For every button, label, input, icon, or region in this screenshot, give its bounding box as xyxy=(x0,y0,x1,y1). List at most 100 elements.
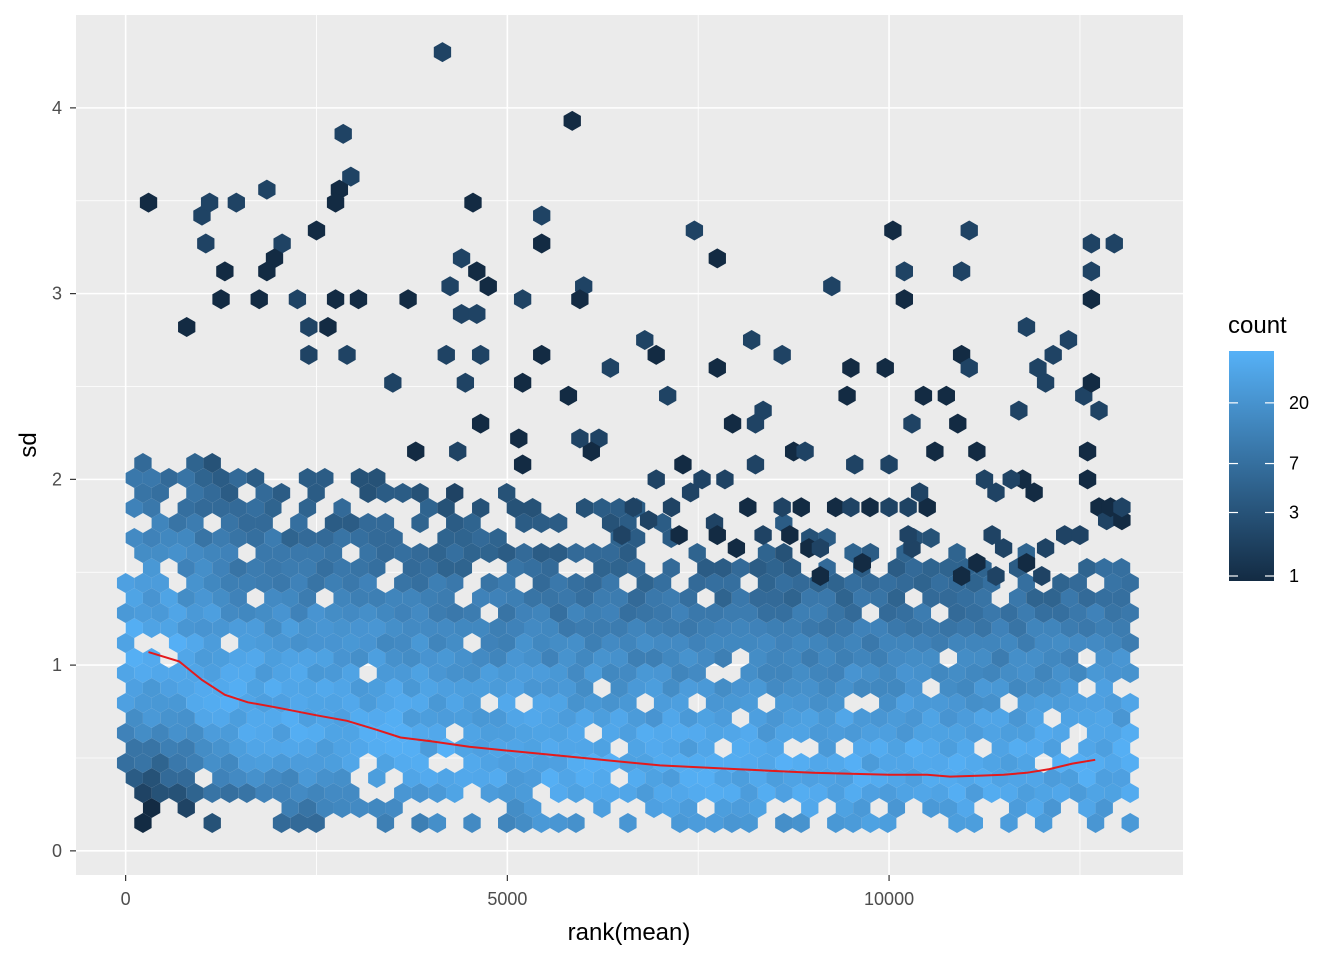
hex-bin xyxy=(931,572,949,593)
hex-bin xyxy=(1043,587,1061,608)
hex-bin xyxy=(428,812,447,833)
hex-bin xyxy=(801,707,819,728)
hex-bin xyxy=(688,572,706,593)
hex-bin xyxy=(463,722,481,743)
hex-bin xyxy=(454,707,473,728)
hex-bin xyxy=(671,752,689,773)
hex-bin xyxy=(298,497,317,518)
hex-bin xyxy=(1121,632,1139,653)
hex-bin-sparse xyxy=(1017,552,1036,573)
hex-bin-sparse xyxy=(227,192,245,213)
hex-bin xyxy=(1034,632,1053,653)
hex-bin xyxy=(446,632,464,653)
hex-bin xyxy=(506,497,524,518)
hex-bin xyxy=(827,722,845,743)
hex-bin xyxy=(575,587,594,608)
hex-bin xyxy=(653,602,672,623)
hex-bin xyxy=(333,707,351,728)
hex-bin xyxy=(844,662,862,683)
hex-bin xyxy=(610,677,628,698)
hex-bin xyxy=(1104,782,1122,803)
hex-bin xyxy=(402,737,421,758)
hex-bin xyxy=(238,782,256,803)
hex-bin xyxy=(948,782,966,803)
hex-bin xyxy=(238,752,256,773)
hex-bin xyxy=(1043,767,1061,788)
hex-bin-sparse xyxy=(1033,565,1051,586)
hex-bin xyxy=(749,677,767,698)
hex-bin xyxy=(376,662,395,683)
hex-bin-sparse xyxy=(853,552,872,573)
hex-bin-sparse xyxy=(773,344,791,365)
hex-bin xyxy=(186,632,204,653)
hex-bin xyxy=(1086,662,1105,683)
hex-bin xyxy=(965,632,983,653)
hex-bin xyxy=(480,662,499,683)
hex-bin xyxy=(619,782,637,803)
hex-bin xyxy=(376,602,395,623)
hex-bin xyxy=(359,602,377,623)
hex-bin xyxy=(688,722,706,743)
hex-bin-sparse xyxy=(926,441,944,462)
hex-bin xyxy=(134,692,152,713)
hex-bin xyxy=(705,602,724,623)
hex-bin xyxy=(489,677,507,698)
hex-bin xyxy=(541,557,559,578)
hex-bin xyxy=(142,497,161,518)
hex-bin xyxy=(324,722,343,743)
hex-bin xyxy=(532,722,550,743)
hex-bin xyxy=(879,752,897,773)
hex-bin xyxy=(974,677,992,698)
hex-bin xyxy=(472,677,490,698)
hex-bin-sparse xyxy=(433,42,452,63)
hex-bin xyxy=(896,632,914,653)
hex-bin xyxy=(549,542,568,563)
hex-bin xyxy=(1052,722,1070,743)
hex-bin xyxy=(194,497,213,518)
hex-bin xyxy=(134,752,152,773)
hex-bin xyxy=(298,647,317,668)
hex-bin xyxy=(333,587,351,608)
hex-bin xyxy=(575,767,594,788)
hex-bin xyxy=(991,737,1009,758)
hex-bin xyxy=(1060,707,1079,728)
hex-bin xyxy=(298,467,317,488)
hex-bin xyxy=(567,542,585,563)
hex-bin xyxy=(333,617,351,638)
hex-bin xyxy=(671,632,689,653)
hex-bin xyxy=(913,632,932,653)
hex-bin xyxy=(939,557,958,578)
hex-bin xyxy=(870,647,888,668)
hex-bin xyxy=(1026,587,1044,608)
hex-bin xyxy=(376,752,395,773)
hex-bin xyxy=(316,737,334,758)
hex-bin xyxy=(679,707,698,728)
hex-bin-sparse xyxy=(200,192,219,213)
hex-bin xyxy=(645,767,663,788)
hex-bin xyxy=(177,737,195,758)
hex-bin xyxy=(601,632,620,653)
hex-bin xyxy=(714,707,732,728)
hex-bin xyxy=(472,587,490,608)
hex-bin xyxy=(1095,587,1113,608)
hex-bin xyxy=(879,722,897,743)
hex-bin xyxy=(913,782,932,803)
hex-bin xyxy=(723,782,741,803)
hex-bin xyxy=(636,572,654,593)
hex-bin xyxy=(186,722,204,743)
hex-bin xyxy=(203,542,221,563)
hex-bin xyxy=(965,602,983,623)
hex-bin-sparse xyxy=(918,497,936,518)
hex-bin-sparse xyxy=(139,192,158,213)
hex-bin xyxy=(653,632,672,653)
hex-bin xyxy=(809,632,828,653)
hex-bin xyxy=(524,707,542,728)
hex-bin xyxy=(844,602,862,623)
hex-bin xyxy=(515,602,533,623)
hex-bin-sparse xyxy=(1078,469,1097,490)
hex-bin xyxy=(454,617,473,638)
hex-bin xyxy=(723,692,741,713)
hex-bin xyxy=(307,602,325,623)
hex-bin xyxy=(896,662,914,683)
hex-bin xyxy=(1069,662,1087,683)
